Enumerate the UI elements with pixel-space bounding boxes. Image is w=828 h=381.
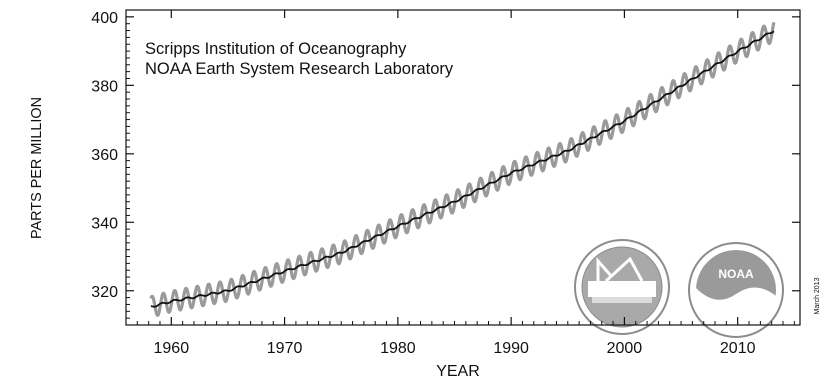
y-tick-label-380: 380 (91, 78, 118, 95)
x-tick-label-1970: 1970 (267, 340, 303, 357)
noaa-logo-text: NOAA (718, 267, 754, 281)
x-tick-label-2010: 2010 (720, 340, 756, 357)
x-tick-label-1990: 1990 (493, 340, 529, 357)
credit-line-scripps: Scripps Institution of Oceanography (145, 40, 407, 58)
x-tick-label-1980: 1980 (380, 340, 416, 357)
x-axis-title: YEAR (436, 363, 480, 380)
y-axis-title: PARTS PER MILLION (28, 97, 45, 239)
y-tick-label-360: 360 (91, 147, 118, 164)
x-tick-label-1960: 1960 (154, 340, 190, 357)
series-layer (149, 21, 776, 317)
credit-line-noaa: NOAA Earth System Research Laboratory (145, 60, 454, 78)
y-tick-label-400: 400 (91, 10, 118, 27)
date-note: March 2013 (814, 277, 821, 314)
scripps-seal-icon (574, 239, 670, 335)
tick-layer: 1960 1970 1980 1990 2000 2010 320 340 360 380 400 (91, 10, 800, 357)
y-tick-label-340: 340 (91, 215, 118, 232)
x-tick-label-2000: 2000 (607, 340, 643, 357)
noaa-logo-icon: NOAA (688, 242, 784, 338)
series-trend-line (150, 30, 775, 308)
logo-layer: NOAA (574, 239, 784, 338)
y-tick-label-320: 320 (91, 284, 118, 301)
credit-text: Scripps Institution of Oceanography NOAA… (145, 40, 454, 78)
